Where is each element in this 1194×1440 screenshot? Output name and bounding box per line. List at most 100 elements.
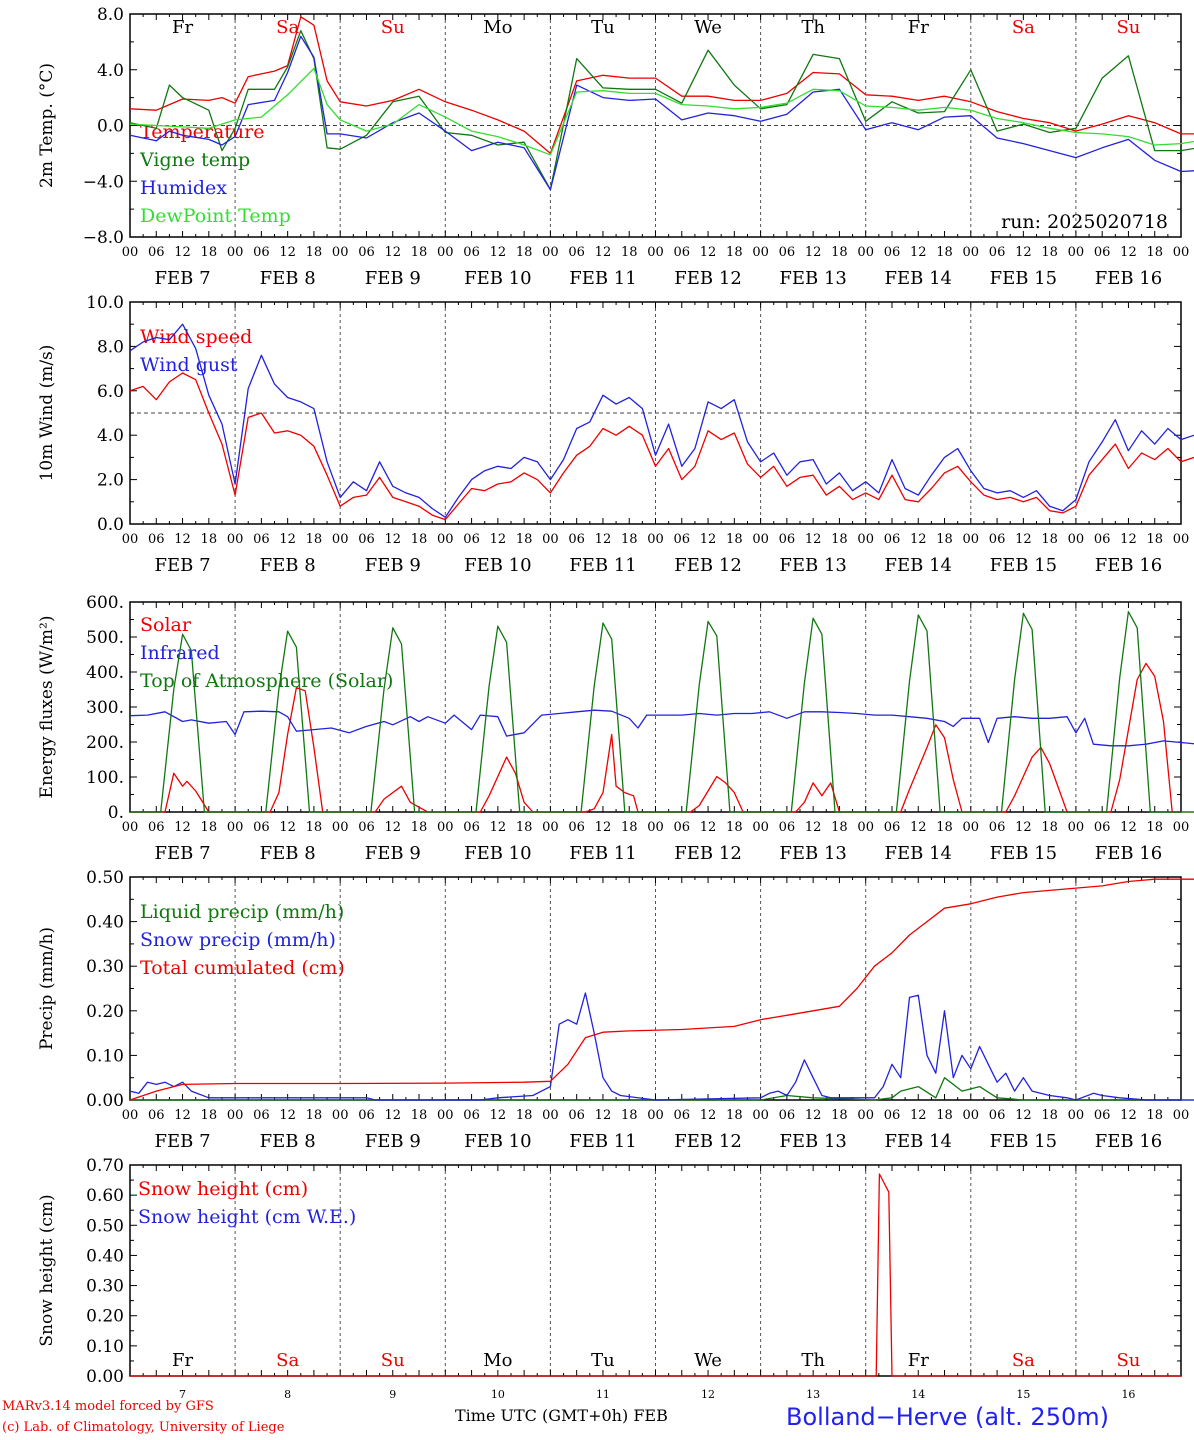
weekday-label: Su [1116, 1350, 1140, 1371]
date-label: FEB 11 [569, 843, 636, 864]
hour-tick-label: 00 [752, 1108, 769, 1123]
hour-tick-label: 12 [805, 820, 822, 835]
hour-tick-label: 12 [490, 1108, 507, 1123]
hour-tick-label: 18 [201, 1108, 218, 1123]
hour-tick-label: 12 [174, 820, 191, 835]
legend-entry: Humidex [140, 177, 227, 199]
hour-tick-label: 06 [568, 532, 585, 547]
hour-tick-label: 06 [1094, 245, 1111, 260]
date-label: FEB 9 [365, 843, 421, 864]
hour-tick-label: 00 [1173, 245, 1190, 260]
weekday-label: Sa [1012, 17, 1035, 38]
hour-tick-label: 18 [726, 245, 743, 260]
date-label: FEB 14 [885, 555, 952, 576]
legend-entry: Wind gust [140, 354, 238, 376]
hour-tick-label: 18 [411, 532, 428, 547]
hour-tick-label: 06 [148, 820, 165, 835]
day-number-label: 13 [806, 1388, 820, 1401]
legend-entry: Vigne temp [139, 149, 250, 171]
y-axis-label: Precip (mm/h) [37, 927, 57, 1050]
hour-tick-label: 18 [201, 245, 218, 260]
date-label: FEB 10 [464, 1131, 531, 1152]
hour-tick-label: 00 [332, 245, 349, 260]
weekday-label: We [694, 1350, 722, 1371]
hour-tick-label: 06 [463, 820, 480, 835]
date-label: FEB 15 [990, 843, 1057, 864]
hour-tick-label: 12 [384, 245, 401, 260]
y-axis-label: 10m Wind (m/s) [37, 345, 57, 482]
hour-tick-label: 18 [411, 1108, 428, 1123]
hour-tick-label: 06 [253, 1108, 270, 1123]
weekday-label: Fr [908, 17, 929, 38]
y-tick-label: 0.10 [86, 1046, 124, 1066]
date-label: FEB 13 [779, 843, 846, 864]
hour-tick-label: 18 [831, 245, 848, 260]
hour-tick-label: 12 [1120, 532, 1137, 547]
hour-tick-label: 18 [201, 532, 218, 547]
day-number-label: 7 [179, 1388, 186, 1401]
hour-tick-label: 00 [122, 245, 139, 260]
hour-tick-label: 06 [674, 245, 691, 260]
weekday-label: Fr [172, 17, 193, 38]
hour-tick-label: 06 [148, 532, 165, 547]
y-tick-label: 0.50 [86, 1216, 124, 1236]
hour-tick-label: 18 [201, 820, 218, 835]
date-label: FEB 12 [674, 1131, 741, 1152]
series-line-dewpoint-temp [129, 67, 1194, 156]
hour-tick-label: 18 [936, 1108, 953, 1123]
hour-tick-label: 06 [884, 1108, 901, 1123]
hour-tick-label: 12 [384, 1108, 401, 1123]
hour-tick-label: 00 [1173, 820, 1190, 835]
hour-tick-label: 06 [674, 820, 691, 835]
series-line-top-of-atmosphere-solar- [130, 611, 1194, 813]
date-label: FEB 11 [569, 1131, 636, 1152]
hour-tick-label: 00 [437, 820, 454, 835]
day-number-label: 14 [911, 1388, 925, 1401]
hour-tick-label: 06 [1094, 532, 1111, 547]
date-label: FEB 15 [990, 1131, 1057, 1152]
y-tick-label: 0.60 [86, 1186, 124, 1206]
hour-tick-label: 00 [437, 245, 454, 260]
hour-tick-label: 12 [700, 532, 717, 547]
y-tick-label: 300. [86, 698, 124, 718]
series-line-wind-speed [129, 372, 1194, 521]
hour-tick-label: 00 [542, 532, 559, 547]
weekday-label: Th [801, 17, 825, 38]
hour-tick-label: 00 [227, 1108, 244, 1123]
hour-tick-label: 06 [463, 1108, 480, 1123]
panel-5: 0.00 0.10 0.20 0.30 0.40 0.50 0.60 0.70 Snow hei… [37, 1156, 1182, 1401]
hour-tick-label: 12 [279, 532, 296, 547]
y-tick-label: 0.00 [86, 1367, 124, 1387]
hour-tick-label: 00 [647, 820, 664, 835]
hour-tick-label: 18 [306, 820, 323, 835]
panel-4: 0.00 0.10 0.20 0.30 0.40 0.50 Precip (mm/h) 00 0… [37, 868, 1194, 1152]
hour-tick-label: 18 [1041, 1108, 1058, 1123]
hour-tick-label: 06 [884, 532, 901, 547]
hour-tick-label: 00 [542, 245, 559, 260]
day-number-label: 15 [1016, 1388, 1030, 1401]
y-tick-label: 0.00 [86, 1091, 124, 1111]
hour-tick-label: 18 [726, 1108, 743, 1123]
hour-tick-label: 12 [1015, 245, 1032, 260]
hour-tick-label: 12 [805, 245, 822, 260]
y-tick-label: 0.0 [97, 117, 124, 137]
y-tick-label: 8.0 [97, 337, 124, 357]
hour-tick-label: 12 [1120, 245, 1137, 260]
hour-tick-label: 06 [253, 532, 270, 547]
date-label: FEB 13 [779, 268, 846, 289]
hour-tick-label: 18 [1041, 820, 1058, 835]
day-number-label: 16 [1121, 1388, 1135, 1401]
hour-tick-label: 06 [358, 532, 375, 547]
y-tick-label: 6.0 [97, 382, 124, 402]
hour-tick-label: 06 [884, 820, 901, 835]
weekday-label: Fr [908, 1350, 929, 1371]
y-tick-label: 0.20 [86, 1002, 124, 1022]
hour-tick-label: 00 [1068, 820, 1085, 835]
legend-entry: Liquid precip (mm/h) [140, 901, 344, 923]
date-label: FEB 9 [365, 555, 421, 576]
series-line-snow-precip-mm-h- [129, 992, 1194, 1101]
y-tick-label: −4.0 [83, 172, 124, 192]
hour-tick-label: 18 [1146, 1108, 1163, 1123]
y-tick-label: 0.40 [86, 1246, 124, 1266]
